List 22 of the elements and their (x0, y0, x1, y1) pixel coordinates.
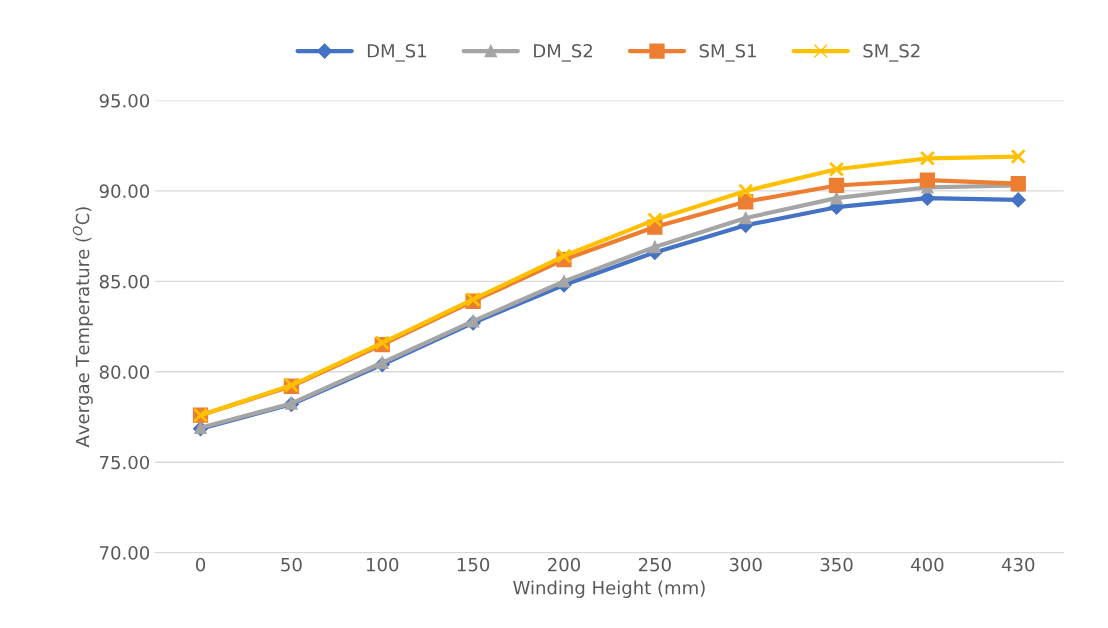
legend-label: SM_S1 (699, 43, 756, 62)
y-tick-label: 90.00 (99, 184, 150, 199)
x-tick-label: 0 (195, 557, 206, 572)
x-tick-label: 430 (1001, 557, 1035, 572)
x-tick-label: 200 (548, 557, 580, 572)
x-axis-title: Winding Height (mm) (513, 580, 705, 599)
legend-label: DM_S1 (367, 43, 426, 62)
x-tick-label: 150 (457, 557, 490, 572)
y-tick-label: 80.00 (99, 365, 150, 379)
legend-label: SM_S2 (863, 43, 920, 62)
y-tick-label: 95.00 (99, 93, 150, 108)
x-tick-label: 50 (281, 557, 302, 572)
x-tick-label: 250 (638, 557, 671, 572)
y-axis-title: Avergae Temperature ($^{O}$C) (72, 207, 93, 448)
y-tick-label: 85.00 (99, 274, 150, 289)
x-tick-label: 300 (729, 557, 762, 572)
y-tick-label: 75.00 (100, 455, 150, 470)
x-tick-label: 400 (911, 557, 944, 572)
legend-label: DM_S2 (534, 43, 592, 62)
x-tick-label: 100 (367, 557, 399, 572)
x-tick-label: 350 (820, 557, 853, 572)
y-tick-label: 70.00 (100, 546, 150, 560)
